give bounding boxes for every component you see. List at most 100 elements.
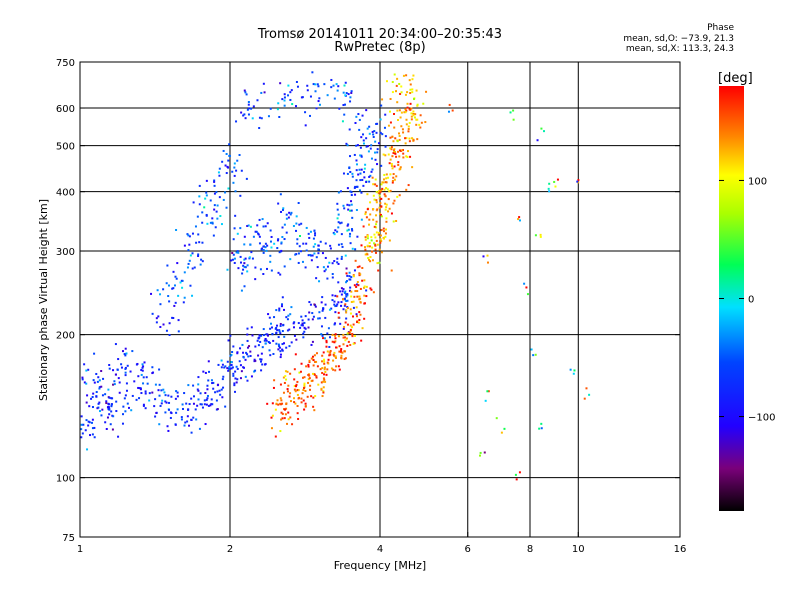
echo-point (277, 336, 280, 339)
echo-point (337, 262, 340, 265)
echo-point (349, 324, 352, 327)
echo-point (151, 391, 154, 394)
echo-point (203, 399, 206, 402)
echo-point (270, 322, 273, 325)
echo-point (218, 196, 221, 199)
echo-point (279, 82, 282, 85)
echo-point (93, 426, 96, 429)
y-tick-label: 75 (62, 533, 75, 544)
echo-point (369, 147, 372, 150)
echo-point (413, 116, 416, 119)
echo-point (325, 341, 328, 344)
chart-title-line2: RwPretec (8p) (334, 40, 426, 55)
echo-point (308, 377, 311, 380)
echo-point (261, 363, 264, 366)
echo-point (317, 85, 320, 88)
echo-point (294, 353, 297, 356)
echo-point (313, 409, 316, 412)
echo-point (337, 213, 340, 216)
echo-point (137, 386, 140, 389)
echo-point (359, 313, 362, 316)
echo-point (277, 271, 280, 274)
echo-point (121, 422, 124, 425)
echo-point (107, 406, 110, 409)
echo-point (405, 188, 408, 191)
echo-point (192, 384, 195, 387)
echo-point (308, 311, 311, 314)
echo-point (328, 351, 331, 354)
echo-point (308, 374, 311, 377)
echo-point (399, 166, 402, 169)
echo-point (333, 97, 336, 100)
echo-point (393, 148, 396, 151)
echo-point (285, 316, 288, 319)
echo-point (407, 184, 410, 187)
echo-point (270, 269, 273, 272)
echo-point (198, 184, 201, 187)
echo-point (380, 251, 383, 254)
echo-point (340, 348, 343, 351)
echo-point (282, 391, 285, 394)
echo-point (315, 277, 318, 280)
echo-point (375, 214, 378, 217)
echo-point (573, 369, 576, 372)
echo-point (220, 388, 223, 391)
echo-point (283, 308, 286, 311)
echo-point (300, 324, 303, 327)
echo-point (347, 340, 350, 343)
echo-point (404, 93, 407, 96)
echo-point (283, 99, 286, 102)
echo-point (340, 351, 343, 354)
echo-point (287, 418, 290, 421)
echo-point (313, 373, 316, 376)
echo-point (553, 180, 556, 183)
echo-point (370, 288, 373, 291)
echo-point (351, 229, 354, 232)
echo-point (375, 122, 378, 125)
echo-point (124, 410, 127, 413)
echo-point (360, 168, 363, 171)
echo-point (117, 377, 120, 380)
y-tick-label: 300 (56, 247, 75, 258)
echo-point (300, 315, 303, 318)
echo-point (324, 242, 327, 245)
echo-point (346, 144, 349, 147)
echo-point (293, 334, 296, 337)
echo-point (355, 163, 358, 166)
echo-point (287, 84, 290, 87)
echo-point (197, 389, 200, 392)
echo-point (317, 252, 320, 255)
echo-point (209, 404, 212, 407)
echo-point (95, 372, 98, 375)
echo-point (291, 103, 294, 106)
echo-point (332, 368, 335, 371)
echo-point (330, 307, 333, 310)
echo-point (118, 391, 121, 394)
echo-point (337, 365, 340, 368)
echo-point (235, 365, 238, 368)
echo-point (264, 342, 267, 345)
echo-point (308, 359, 311, 362)
echo-point (262, 334, 265, 337)
echo-point (343, 297, 346, 300)
echo-point (206, 222, 209, 225)
echo-point (287, 384, 290, 387)
echo-point (346, 299, 349, 302)
echo-point (420, 121, 423, 124)
echo-point (279, 430, 282, 433)
echo-point (365, 289, 368, 292)
echo-point (337, 311, 340, 314)
echo-point (330, 78, 333, 81)
echo-point (385, 206, 388, 209)
echo-point (378, 261, 381, 264)
echo-point (311, 312, 314, 315)
echo-point (233, 174, 236, 177)
echo-point (276, 324, 279, 327)
echo-point (341, 120, 344, 123)
echo-point (370, 157, 373, 160)
echo-point (278, 346, 281, 349)
echo-point (368, 241, 371, 244)
echo-point (201, 260, 204, 263)
echo-point (361, 279, 364, 282)
echo-point (172, 270, 175, 273)
